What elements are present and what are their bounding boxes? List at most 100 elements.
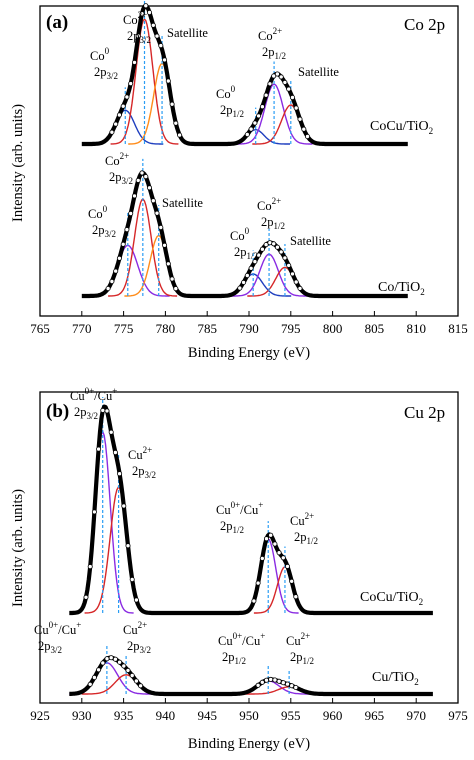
raw-data-trace: [68, 655, 434, 697]
data-point: [271, 241, 277, 247]
data-point: [255, 580, 261, 586]
annotation-co2-2p32-orbital: 2p3/2: [127, 29, 151, 45]
data-point: [259, 104, 265, 110]
data-point: [146, 9, 152, 15]
data-point: [120, 103, 126, 109]
data-point: [293, 279, 299, 285]
data-point: [252, 120, 258, 126]
data-point: [274, 244, 280, 250]
data-point: [280, 680, 286, 686]
data-point: [276, 550, 282, 556]
x-tick-label: 970: [406, 708, 426, 723]
data-point: [271, 73, 277, 79]
data-point: [96, 667, 102, 673]
data-point: [139, 170, 145, 176]
data-point: [138, 683, 144, 689]
data-point: [100, 407, 106, 413]
panel-a-element-label: Co 2p: [404, 15, 445, 34]
data-point: [109, 278, 115, 284]
x-tick-label: 800: [323, 321, 343, 336]
data-point: [278, 74, 284, 80]
x-tick-label: 955: [281, 708, 301, 723]
data-point: [146, 185, 152, 191]
annotation-cu-0-2p12: Cu0+/Cu+: [216, 500, 263, 517]
annotation-co0-2p12: Co0: [216, 84, 236, 101]
raw-data-trace: [81, 3, 409, 147]
data-point: [272, 541, 278, 547]
data-point: [135, 33, 141, 39]
data-point: [143, 3, 149, 9]
annotation-cu2-2p12: Cu2+: [290, 511, 314, 528]
annotation-co0-2p12-orbital: 2p1/2: [220, 103, 244, 119]
panel-a-x-axis: 765 770 775 780 785 790 795 800 805 810 815: [30, 311, 468, 336]
series-label: CoCu/TiO2: [360, 590, 423, 607]
x-tick-label: 925: [30, 708, 50, 723]
x-tick-label: 950: [239, 708, 259, 723]
data-point: [169, 276, 175, 282]
annotation-co0-2p12: Co0: [230, 226, 250, 243]
annotation-cu2-2p32-orbital: 2p3/2: [132, 464, 156, 480]
data-point: [158, 43, 164, 49]
x-tick-label: 775: [114, 321, 134, 336]
data-point: [150, 198, 156, 204]
raw-data-trace: [81, 170, 409, 299]
data-point: [241, 279, 247, 285]
data-point: [282, 255, 288, 261]
data-point: [154, 33, 160, 39]
data-point: [154, 210, 160, 216]
data-point: [143, 174, 149, 180]
panel-b-plot: CoCu/TiO2 Cu0+/Cu+ 2p3/2 Cu2+ 2p3/2 Cu0+/Cu+ 2…: [34, 386, 434, 697]
data-point: [278, 249, 284, 255]
annotation-co0-2p32: Co0: [90, 46, 110, 63]
data-point: [256, 113, 262, 119]
data-point: [248, 126, 254, 132]
data-point: [165, 261, 171, 267]
data-point: [259, 555, 265, 561]
panel-b-xlabel: Binding Energy (eV): [188, 736, 310, 752]
data-point: [131, 193, 137, 199]
data-point: [304, 133, 310, 139]
data-point: [256, 252, 262, 258]
annotation-co2-2p32-orbital: 2p3/2: [109, 170, 133, 186]
data-point: [108, 429, 114, 435]
annotation-co2-2p12: Co2+: [257, 196, 281, 213]
data-point: [263, 242, 269, 248]
data-point: [139, 11, 145, 17]
data-point: [289, 578, 295, 584]
data-point: [259, 679, 265, 685]
data-point: [293, 105, 299, 111]
annotation-cu2-2p32: Cu2+: [128, 445, 152, 462]
x-tick-label: 960: [323, 708, 343, 723]
data-point: [173, 120, 179, 126]
x-tick-label: 805: [365, 321, 385, 336]
annotation-co0-2p32-orbital: 2p3/2: [92, 223, 116, 239]
data-point: [274, 71, 280, 77]
data-point: [121, 663, 127, 669]
data-point: [297, 116, 303, 122]
panel-a-label: (a): [46, 12, 68, 33]
data-point: [244, 272, 250, 278]
data-point: [117, 471, 123, 477]
annotation-co2-2p32: Co2+: [105, 151, 129, 168]
x-tick-label: 935: [114, 708, 134, 723]
data-point: [282, 79, 288, 85]
data-point: [173, 286, 179, 292]
data-point: [109, 129, 115, 135]
annotation-cu-0-2p12: Cu0+/Cu+: [218, 631, 265, 648]
data-point: [237, 285, 243, 291]
data-point: [263, 536, 269, 542]
data-point: [150, 22, 156, 28]
data-point: [267, 81, 273, 87]
data-point: [113, 268, 119, 274]
annotation-co2-2p12-orbital: 2p1/2: [261, 215, 285, 231]
data-point: [117, 659, 123, 665]
annotation-cu-0-2p12-orbital: 2p1/2: [220, 519, 244, 535]
data-point: [133, 678, 139, 684]
annotation-satellite: Satellite: [162, 196, 203, 210]
data-point: [177, 132, 183, 138]
data-point: [104, 656, 110, 662]
series-label: Co/TiO2: [378, 280, 425, 297]
data-point: [169, 101, 175, 107]
x-tick-label: 965: [365, 708, 385, 723]
panel-a-plot: CoCu/TiO2 Co2+ 2p3/2 Satellite Co0 2p3/2 Co0 2p…: [81, 0, 433, 299]
